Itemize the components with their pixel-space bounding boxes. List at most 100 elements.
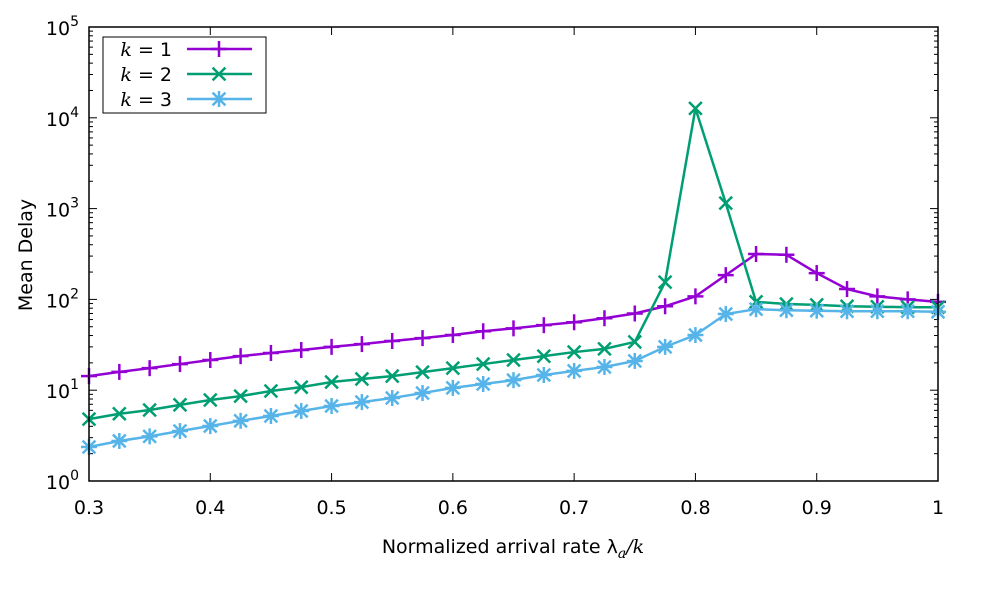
data-point bbox=[748, 301, 765, 318]
data-point bbox=[596, 310, 613, 327]
marker-stroke bbox=[627, 334, 643, 350]
marker-stroke bbox=[597, 359, 612, 375]
data-point bbox=[475, 323, 492, 340]
marker-stroke bbox=[354, 394, 370, 410]
data-point bbox=[142, 402, 157, 418]
legend-label: k = 1 bbox=[120, 39, 172, 61]
marker-stroke bbox=[142, 402, 157, 418]
marker-stroke bbox=[142, 429, 157, 444]
y-tick-label: 101 bbox=[46, 377, 79, 403]
marker-stroke bbox=[233, 413, 248, 429]
legend-label: k = 2 bbox=[120, 64, 172, 86]
marker-stroke bbox=[688, 327, 703, 343]
series-k1 bbox=[81, 246, 946, 385]
marker-stroke bbox=[506, 352, 521, 368]
y-tick-label: 105 bbox=[46, 14, 79, 40]
data-point bbox=[717, 306, 734, 323]
legend: k = 1 k = 2 k = 3 bbox=[102, 36, 267, 114]
data-point bbox=[112, 406, 127, 422]
data-point bbox=[323, 338, 340, 355]
data-point bbox=[535, 367, 552, 384]
marker-stroke bbox=[384, 390, 400, 406]
x-tick-label: 0.8 bbox=[680, 497, 710, 519]
marker-stroke bbox=[566, 344, 582, 360]
data-point bbox=[536, 348, 552, 364]
data-point bbox=[778, 302, 795, 319]
data-point bbox=[111, 432, 128, 449]
marker-stroke bbox=[536, 367, 552, 383]
data-point bbox=[505, 320, 522, 337]
data-point bbox=[141, 360, 158, 377]
marker-stroke bbox=[445, 360, 461, 376]
series-group bbox=[81, 101, 946, 455]
marker-stroke bbox=[445, 380, 461, 396]
data-point bbox=[353, 336, 370, 353]
data-point bbox=[293, 342, 310, 359]
y-axis-label: Mean Delay bbox=[15, 199, 37, 311]
data-point bbox=[263, 383, 279, 399]
data-point bbox=[596, 359, 613, 376]
y-tick-label: 100 bbox=[46, 468, 79, 494]
marker-stroke bbox=[384, 368, 400, 384]
data-point bbox=[597, 341, 612, 357]
legend-marker bbox=[211, 41, 227, 57]
data-point bbox=[293, 403, 310, 420]
data-point bbox=[141, 428, 158, 445]
data-point bbox=[869, 288, 886, 305]
data-point bbox=[687, 288, 704, 305]
x-tick-label: 0.9 bbox=[802, 497, 832, 519]
legend-marker bbox=[211, 66, 227, 82]
data-point bbox=[839, 303, 856, 320]
data-point bbox=[445, 360, 461, 376]
data-point bbox=[475, 376, 492, 393]
marker-stroke bbox=[536, 348, 552, 364]
marker-stroke bbox=[263, 383, 279, 399]
data-point bbox=[626, 305, 643, 322]
data-point bbox=[657, 298, 674, 315]
marker-stroke bbox=[293, 403, 309, 419]
data-point bbox=[202, 418, 219, 435]
marker-stroke bbox=[415, 364, 430, 380]
marker-stroke bbox=[172, 397, 188, 413]
legend-marker bbox=[211, 91, 227, 107]
data-point bbox=[808, 302, 825, 319]
data-point bbox=[171, 423, 188, 440]
data-point bbox=[232, 412, 249, 429]
marker-stroke bbox=[566, 363, 582, 379]
data-point bbox=[718, 195, 734, 211]
marker-stroke bbox=[293, 379, 309, 395]
x-tick-label: 0.3 bbox=[74, 497, 104, 519]
marker-stroke bbox=[263, 408, 279, 424]
data-point bbox=[717, 267, 734, 284]
data-point bbox=[899, 303, 916, 320]
data-point bbox=[626, 352, 643, 369]
data-point bbox=[415, 364, 430, 380]
data-point bbox=[384, 333, 401, 350]
data-point bbox=[475, 356, 491, 372]
x-tick-label: 1 bbox=[932, 497, 944, 519]
marker-stroke bbox=[839, 303, 855, 319]
data-point bbox=[748, 246, 765, 263]
marker-stroke bbox=[112, 406, 127, 422]
marker-stroke bbox=[718, 306, 734, 322]
data-point bbox=[111, 363, 128, 380]
marker-stroke bbox=[324, 398, 339, 414]
data-point bbox=[566, 344, 582, 360]
marker-stroke bbox=[657, 339, 673, 355]
data-point bbox=[778, 246, 795, 263]
data-point bbox=[414, 330, 431, 347]
data-point bbox=[566, 362, 583, 379]
data-point bbox=[657, 338, 674, 355]
x-tick-label: 0.4 bbox=[195, 497, 225, 519]
marker-stroke bbox=[415, 385, 430, 401]
marker-stroke bbox=[597, 341, 612, 357]
data-point bbox=[202, 352, 219, 369]
marker-stroke bbox=[172, 423, 188, 439]
marker-stroke bbox=[870, 303, 885, 319]
x-axis-label: Normalized arrival rate λa/k bbox=[382, 536, 644, 562]
marker-stroke bbox=[211, 66, 227, 82]
marker-stroke bbox=[324, 374, 339, 390]
data-point bbox=[657, 274, 673, 290]
marker-stroke bbox=[718, 195, 734, 211]
marker-stroke bbox=[233, 388, 248, 404]
